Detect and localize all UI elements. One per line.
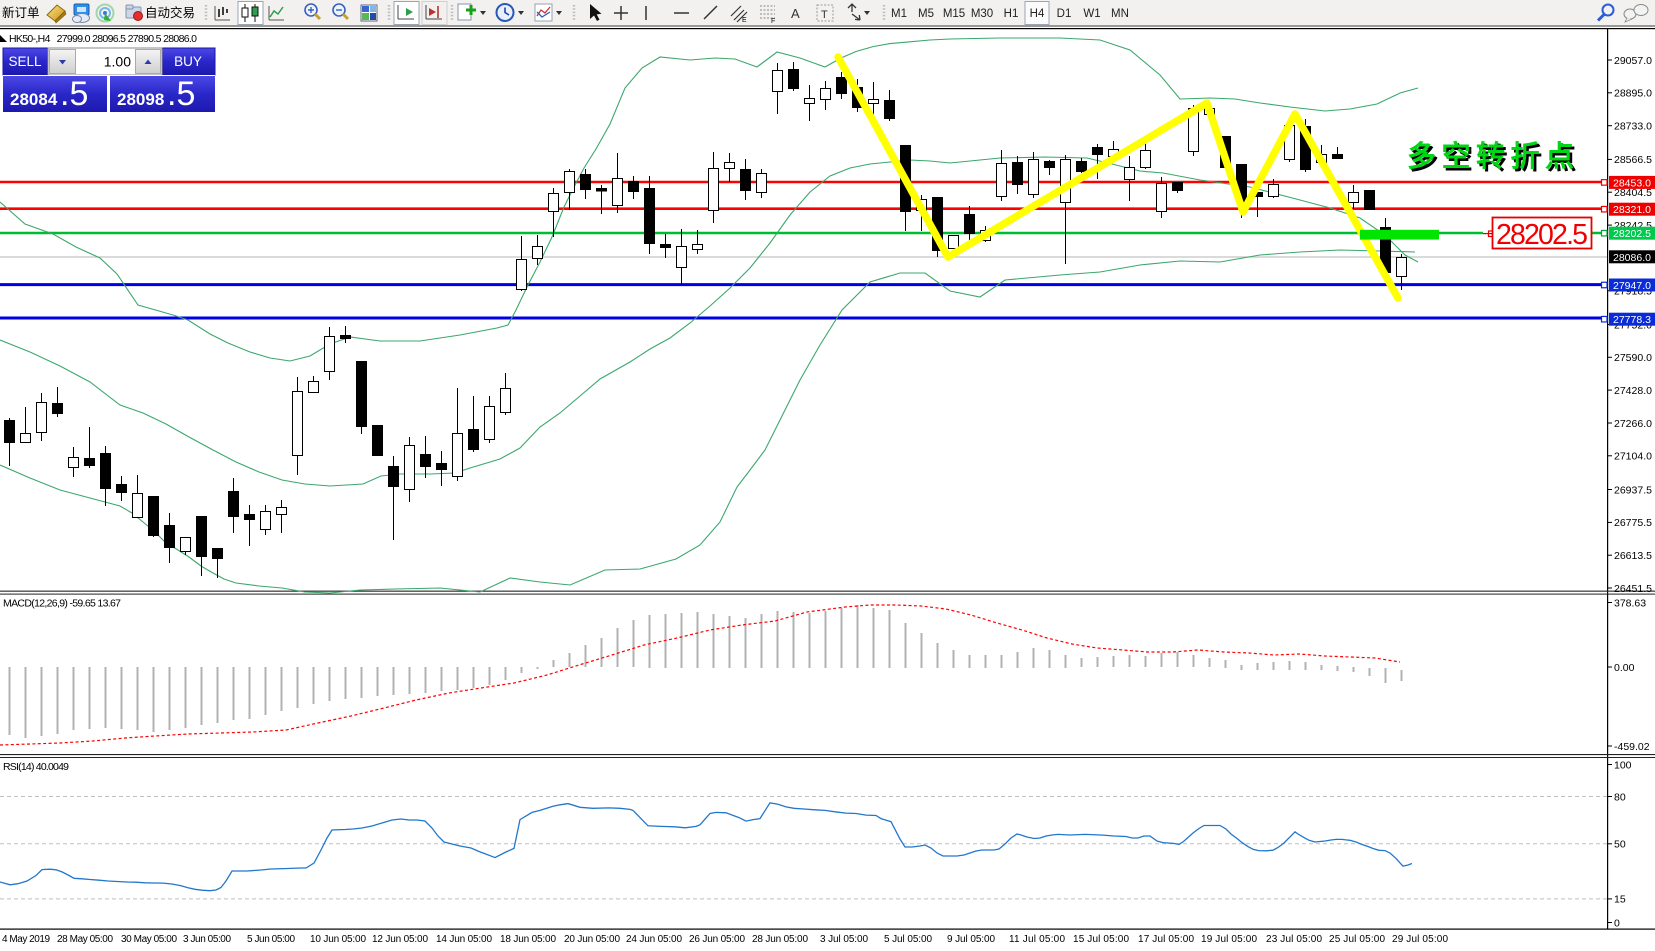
svg-text:27266.0: 27266.0 <box>1614 418 1652 430</box>
svg-text:80: 80 <box>1614 791 1626 803</box>
svg-text:3 Jul 05:00: 3 Jul 05:00 <box>820 934 868 945</box>
svg-text:11 Jul 05:00: 11 Jul 05:00 <box>1009 934 1065 945</box>
svg-text:新订单: 新订单 <box>2 5 40 20</box>
svg-text:27428.0: 27428.0 <box>1614 385 1652 397</box>
svg-text:28202.5: 28202.5 <box>1496 219 1588 251</box>
svg-text:3 Jun 05:00: 3 Jun 05:00 <box>183 934 231 945</box>
svg-text:HK50-,H4 27999.0 28096.5 2789: HK50-,H4 27999.0 28096.5 27890.5 28086.0 <box>9 33 197 45</box>
svg-text:26451.5: 26451.5 <box>1614 583 1652 595</box>
svg-text:100: 100 <box>1614 759 1632 771</box>
svg-text:9 Jul 05:00: 9 Jul 05:00 <box>947 934 995 945</box>
svg-text:.5: .5 <box>60 75 88 113</box>
svg-text:多空转折点: 多空转折点 <box>1407 139 1580 173</box>
svg-text:28895.0: 28895.0 <box>1614 88 1652 100</box>
svg-text:-459.02: -459.02 <box>1614 741 1650 753</box>
svg-text:F: F <box>771 18 775 25</box>
svg-text:MN: MN <box>1111 8 1129 20</box>
svg-text:26775.5: 26775.5 <box>1614 517 1652 529</box>
svg-text:14 Jun 05:00: 14 Jun 05:00 <box>436 934 492 945</box>
svg-text:0.00: 0.00 <box>1614 662 1635 674</box>
svg-text:50: 50 <box>1614 839 1626 851</box>
svg-text:M15: M15 <box>943 8 965 20</box>
svg-text:MACD(12,26,9) -59.65 13.67: MACD(12,26,9) -59.65 13.67 <box>3 598 121 610</box>
svg-text:E: E <box>742 17 747 24</box>
svg-text:18 Jun 05:00: 18 Jun 05:00 <box>500 934 556 945</box>
svg-text:28404.5: 28404.5 <box>1614 187 1652 199</box>
svg-text:自动交易: 自动交易 <box>145 5 195 20</box>
svg-text:28 May 05:00: 28 May 05:00 <box>57 934 113 945</box>
svg-text:27104.0: 27104.0 <box>1614 451 1652 463</box>
svg-text:24 Jun 05:00: 24 Jun 05:00 <box>626 934 682 945</box>
svg-text:1.00: 1.00 <box>104 54 131 70</box>
svg-text:M30: M30 <box>971 8 993 20</box>
svg-text:27778.3: 27778.3 <box>1613 314 1651 326</box>
svg-text:19 Jul 05:00: 19 Jul 05:00 <box>1201 934 1257 945</box>
svg-text:12 Jun 05:00: 12 Jun 05:00 <box>372 934 428 945</box>
svg-text:15 Jul 05:00: 15 Jul 05:00 <box>1073 934 1129 945</box>
svg-text:23 Jul 05:00: 23 Jul 05:00 <box>1266 934 1322 945</box>
svg-text:27947.0: 27947.0 <box>1613 280 1651 292</box>
svg-text:H4: H4 <box>1030 8 1045 20</box>
svg-text:T: T <box>821 9 828 21</box>
svg-text:29057.0: 29057.0 <box>1614 55 1652 67</box>
svg-text:W1: W1 <box>1083 8 1100 20</box>
svg-text:17 Jul 05:00: 17 Jul 05:00 <box>1138 934 1194 945</box>
svg-text:30 May 05:00: 30 May 05:00 <box>121 934 177 945</box>
svg-text:5 Jun 05:00: 5 Jun 05:00 <box>247 934 295 945</box>
svg-text:28086.0: 28086.0 <box>1613 252 1651 264</box>
svg-text:5 Jul 05:00: 5 Jul 05:00 <box>884 934 932 945</box>
svg-text:26937.5: 26937.5 <box>1614 484 1652 496</box>
svg-text:SELL: SELL <box>8 54 42 69</box>
svg-text:多空转折点: 多空转折点 <box>1410 142 1583 176</box>
svg-text:M1: M1 <box>891 8 907 20</box>
svg-text:4 May 2019: 4 May 2019 <box>2 934 50 945</box>
svg-text:28098: 28098 <box>117 90 164 109</box>
svg-text:27590.0: 27590.0 <box>1614 352 1652 364</box>
svg-text:H1: H1 <box>1004 8 1019 20</box>
svg-text:M5: M5 <box>918 8 934 20</box>
svg-text:378.63: 378.63 <box>1614 597 1646 609</box>
svg-text:28321.0: 28321.0 <box>1613 204 1651 216</box>
svg-text:15: 15 <box>1614 894 1626 906</box>
svg-text:28084: 28084 <box>10 90 58 109</box>
svg-text:25 Jul 05:00: 25 Jul 05:00 <box>1329 934 1385 945</box>
svg-text:D1: D1 <box>1057 8 1072 20</box>
svg-text:28566.5: 28566.5 <box>1614 154 1652 166</box>
svg-text:26 Jun 05:00: 26 Jun 05:00 <box>689 934 745 945</box>
svg-text:10 Jun 05:00: 10 Jun 05:00 <box>310 934 366 945</box>
svg-text:28 Jun 05:00: 28 Jun 05:00 <box>752 934 808 945</box>
svg-text:.5: .5 <box>167 75 195 113</box>
svg-text:20 Jun 05:00: 20 Jun 05:00 <box>564 934 620 945</box>
svg-text:26613.5: 26613.5 <box>1614 550 1652 562</box>
svg-text:BUY: BUY <box>174 54 202 69</box>
svg-text:0: 0 <box>1614 917 1620 929</box>
svg-text:A: A <box>791 6 800 21</box>
svg-text:28453.0: 28453.0 <box>1613 177 1651 189</box>
svg-text:28202.5: 28202.5 <box>1613 228 1651 240</box>
svg-text:RSI(14) 40.0049: RSI(14) 40.0049 <box>3 761 69 773</box>
svg-text:29 Jul 05:00: 29 Jul 05:00 <box>1392 934 1448 945</box>
svg-text:28733.0: 28733.0 <box>1614 121 1652 133</box>
